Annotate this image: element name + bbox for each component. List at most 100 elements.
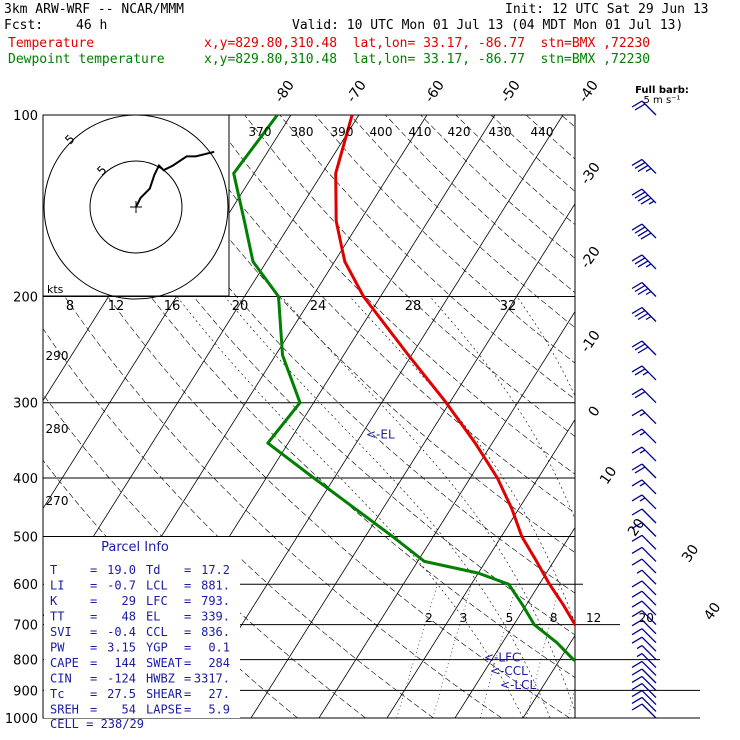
wind-speed-label: 12	[108, 299, 125, 314]
wind-barb-half	[645, 315, 652, 321]
forecast-hour: 46 h	[76, 18, 108, 33]
isotherm-label: 20	[625, 516, 648, 540]
isotherm-label: -30	[578, 160, 604, 188]
pressure-label: 500	[13, 530, 38, 545]
wind-barb-half	[636, 653, 643, 658]
isotherm-label: 0	[586, 403, 604, 419]
wind-barb	[631, 446, 657, 462]
isotherm-label: -20	[578, 244, 604, 272]
wind-barb-flag	[634, 257, 646, 265]
isotherm-line	[659, 115, 740, 718]
wind-barb-flag	[637, 312, 649, 321]
dry-adiabat	[43, 131, 575, 678]
wind-barb-flag	[631, 590, 643, 598]
wind-barb-staff	[641, 522, 657, 537]
wind-barb-flag	[631, 619, 643, 627]
wind-barb	[631, 254, 657, 270]
wind-barb-flag	[631, 340, 643, 348]
valid-time: Valid: 10 UTC Mon 01 Jul 13 (04 MDT Mon …	[292, 18, 684, 33]
wind-barb	[636, 653, 657, 669]
pressure-label: 1000	[5, 712, 38, 727]
theta-label: 380	[291, 125, 314, 139]
pressure-label: 200	[13, 291, 38, 306]
wind-barb	[631, 340, 657, 356]
wind-barb-staff	[641, 100, 657, 116]
wind-barb-flag	[631, 683, 643, 691]
parcel-param-name: SHEAR	[146, 687, 183, 701]
wind-barb-flag	[631, 446, 643, 454]
wind-barb-half	[642, 371, 649, 376]
wind-barb-flag	[631, 703, 643, 711]
parcel-param-value: 3317.	[194, 672, 230, 686]
parcel-param-value: 144	[114, 656, 136, 670]
isotherm-line	[182, 115, 564, 718]
wind-barb	[631, 388, 657, 404]
parcel-equals: =	[90, 641, 97, 655]
wind-barb-flag	[634, 284, 646, 293]
parcel-equals: =	[184, 594, 191, 608]
wind-barb	[631, 306, 657, 322]
parcel-info-panel	[44, 537, 240, 718]
wind-barb	[631, 580, 657, 596]
wind-barb-staff	[641, 600, 657, 616]
temperature-location: x,y=829.80,310.48 lat,lon= 33.17, -86.77…	[204, 36, 651, 51]
isotherm-label: -70	[344, 78, 370, 106]
wind-barb-flag	[634, 391, 646, 399]
wind-barb	[631, 546, 657, 562]
wind-barb-half	[645, 290, 652, 296]
wind-barb-staff	[641, 675, 657, 691]
wind-barb-staff	[641, 534, 657, 550]
dewpoint-location: x,y=829.80,310.48 lat,lon= 33.17, -86.77…	[204, 52, 651, 67]
wind-barb-half	[639, 449, 646, 454]
parcel-equals: =	[184, 579, 191, 593]
wind-barb-flag	[634, 368, 646, 376]
parcel-param-name: LCL	[146, 579, 168, 593]
wind-barb-staff	[641, 463, 657, 479]
theta-label: 410	[409, 125, 432, 139]
mixing-ratio-label: 5	[506, 611, 514, 625]
wind-speed-label: 24	[310, 299, 327, 314]
wind-barb-flag	[631, 479, 643, 487]
forecast-label: Fcst:	[4, 18, 44, 33]
parcel-equals: =	[90, 656, 97, 670]
wind-barb	[631, 494, 657, 510]
wind-barb-flag	[631, 668, 643, 676]
wind-barb-flag	[631, 158, 643, 166]
theta-label: 400	[370, 125, 393, 139]
pressure-label: 100	[13, 109, 38, 124]
wind-barb	[631, 365, 657, 381]
wind-barb-staff	[641, 668, 657, 684]
dry-adiabat	[43, 197, 570, 718]
dry-adiabat	[597, 115, 740, 718]
wind-barb-half	[645, 263, 652, 268]
wind-barb-flag	[631, 463, 643, 471]
wind-barb-flag	[631, 558, 643, 566]
wind-barb	[631, 703, 657, 719]
wind-barb-staff	[641, 683, 657, 699]
parcel-param-name: SVI	[50, 625, 72, 639]
wind-barb	[631, 409, 657, 425]
wind-barb-staff	[641, 494, 657, 510]
parcel-param-value: 793.	[201, 594, 230, 608]
parcel-param-value: 5.9	[208, 703, 230, 717]
temperature-profile	[334, 115, 575, 628]
mixing-ratio-label: 20	[639, 611, 654, 625]
theta-label: 440	[531, 125, 554, 139]
wind-barb-staff	[641, 254, 657, 270]
pressure-label: 700	[13, 619, 38, 634]
wind-barb-flag	[631, 696, 643, 704]
dry-adiabat	[420, 115, 575, 259]
wind-barb-flag	[640, 232, 652, 240]
isotherm-label: -50	[498, 78, 524, 106]
wind-barb-staff	[641, 703, 657, 719]
moist-adiabat	[429, 296, 575, 520]
parcel-equals: =	[184, 641, 191, 655]
wind-barb-flag	[631, 281, 643, 290]
wind-barb-staff	[641, 428, 657, 444]
wind-barb-half	[648, 200, 655, 205]
wind-barb	[631, 281, 657, 297]
wind-barb-staff	[641, 558, 657, 574]
wind-barb-flag	[637, 194, 649, 202]
wind-barb-staff	[641, 619, 657, 635]
parcel-param-name: LFC	[146, 594, 168, 608]
